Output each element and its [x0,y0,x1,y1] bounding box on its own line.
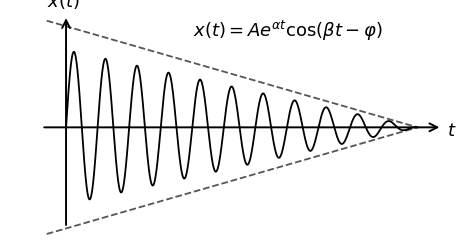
Text: $x(t) = Ae^{\alpha t}\cos(\beta t - \varphi)$: $x(t) = Ae^{\alpha t}\cos(\beta t - \var… [193,19,383,43]
Text: $x(t)$: $x(t)$ [47,0,79,11]
Text: $t$: $t$ [447,122,457,140]
